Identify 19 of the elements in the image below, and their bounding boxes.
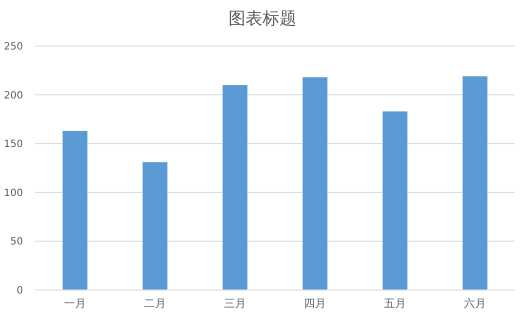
y-tick-label: 250 <box>4 42 23 52</box>
x-tick-label: 六月 <box>464 297 486 310</box>
bar <box>302 77 328 290</box>
bar <box>142 162 168 290</box>
y-tick-label: 50 <box>10 236 23 248</box>
bar <box>462 76 488 290</box>
y-tick-label: 0 <box>16 286 23 296</box>
chart-title: 图表标题 <box>228 9 296 29</box>
bar <box>62 130 88 290</box>
y-tick-label: 200 <box>4 90 23 102</box>
x-tick-label: 四月 <box>304 297 326 310</box>
y-tick-label: 100 <box>4 188 23 199</box>
x-tick-label: 一月 <box>64 297 86 310</box>
x-tick-label: 五月 <box>384 297 406 310</box>
x-tick-label: 二月 <box>144 297 166 310</box>
bar <box>222 85 248 290</box>
x-tick-label: 三月 <box>224 297 246 310</box>
bar <box>382 111 408 290</box>
y-tick-label: 150 <box>4 139 23 150</box>
